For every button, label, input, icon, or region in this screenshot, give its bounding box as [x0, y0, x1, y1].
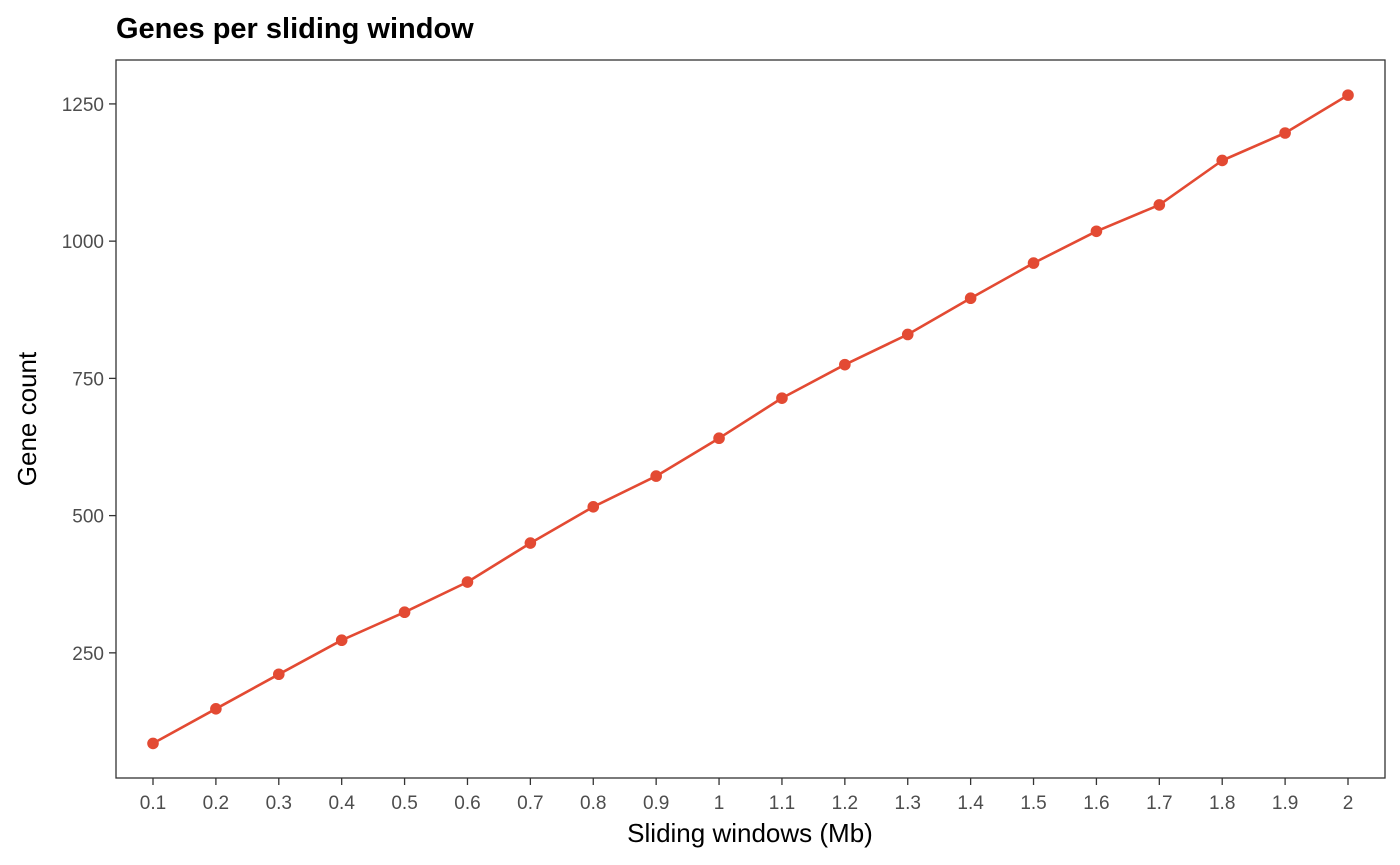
x-tick-label: 1.1	[769, 793, 795, 814]
y-axis: 250 500 750 1000 1250	[62, 95, 116, 665]
x-tick-label: 1.8	[1209, 793, 1235, 814]
data-point	[587, 501, 600, 513]
data-point	[1090, 225, 1103, 238]
data-point	[776, 392, 788, 404]
x-tick-label: 1.6	[1083, 793, 1109, 814]
data-point	[398, 606, 411, 619]
data-point	[524, 537, 537, 549]
x-tick-label: 0.2	[203, 793, 229, 814]
y-tick-label: 1250	[62, 95, 104, 116]
x-tick-label: 1	[714, 793, 725, 814]
data-point	[461, 576, 474, 588]
x-tick-label: 1.3	[895, 793, 921, 814]
data-point	[1216, 154, 1229, 167]
x-tick-label: 0.1	[140, 793, 166, 814]
x-tick-label: 2	[1343, 793, 1354, 814]
data-point	[1027, 257, 1040, 269]
data-point	[147, 737, 159, 750]
data-point	[1153, 199, 1166, 211]
data-point	[901, 328, 914, 341]
series-line	[152, 93, 1349, 745]
x-tick-label: 0.7	[517, 793, 543, 814]
x-tick-label: 0.6	[454, 793, 480, 814]
data-point	[839, 358, 851, 371]
x-tick-label: 0.9	[643, 793, 669, 814]
data-point	[1279, 127, 1291, 139]
y-tick-label: 750	[72, 369, 104, 390]
plot-panel	[115, 59, 1386, 779]
chart-title: Genes per sliding window	[116, 13, 474, 45]
y-axis-title: Gene count	[12, 351, 42, 486]
x-tick-label: 0.4	[328, 793, 355, 814]
x-axis: 0.1 0.2 0.3 0.4 0.5 0.6 0.7 0.8 0.9 1 1.1 1.2 1.3 1.4…	[140, 778, 1354, 814]
x-tick-label: 0.3	[266, 793, 292, 814]
data-point	[1342, 89, 1354, 101]
data-point	[210, 703, 222, 715]
data-point	[335, 634, 348, 647]
x-tick-label: 0.5	[391, 793, 417, 814]
series-gene-count	[147, 89, 1354, 750]
y-tick-label: 1000	[62, 232, 104, 253]
x-tick-label: 1.9	[1272, 793, 1298, 814]
data-point	[964, 292, 977, 305]
x-tick-label: 1.2	[832, 793, 858, 814]
data-point	[713, 432, 725, 445]
x-axis-title: Sliding windows (Mb)	[627, 818, 873, 848]
y-tick-label: 500	[72, 507, 104, 528]
data-point	[272, 668, 285, 681]
x-tick-label: 1.7	[1146, 793, 1172, 814]
y-tick-label: 250	[72, 644, 104, 665]
data-point	[650, 470, 662, 482]
x-tick-label: 1.5	[1020, 793, 1046, 814]
x-tick-label: 1.4	[957, 793, 984, 814]
x-tick-label: 0.8	[580, 793, 606, 814]
